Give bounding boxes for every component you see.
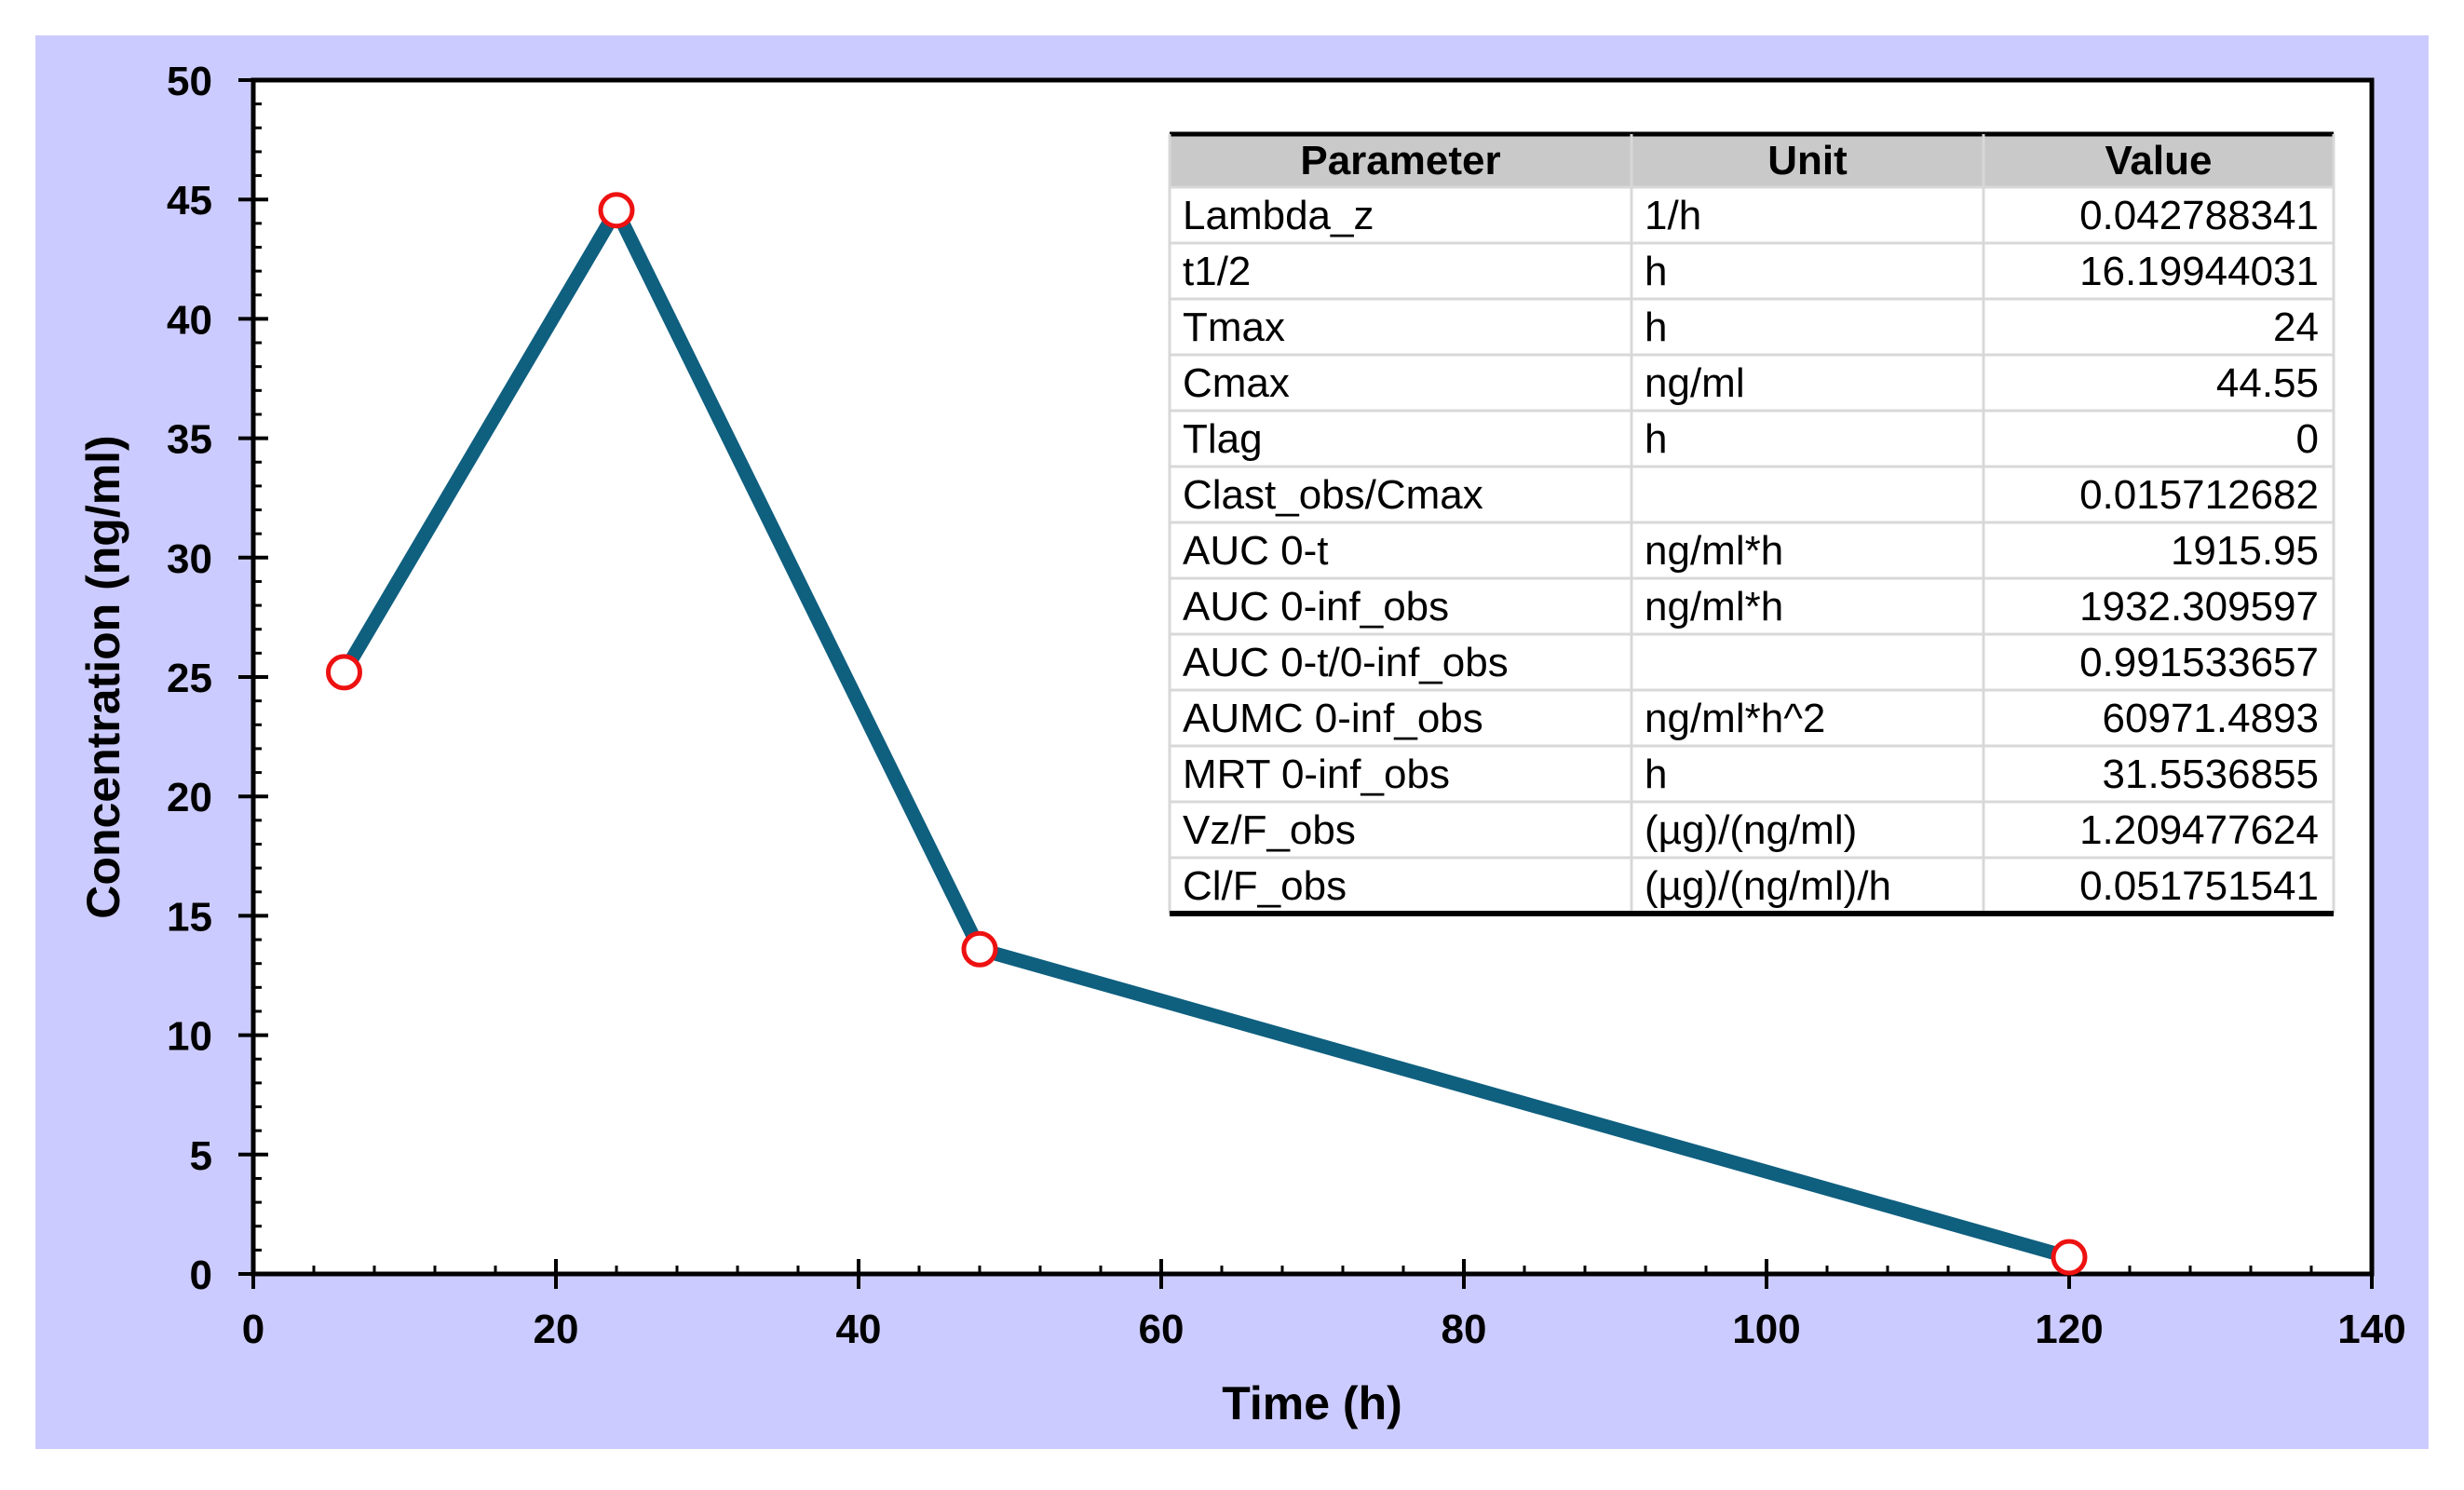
x-tick-label: 60 <box>1139 1307 1185 1352</box>
table-cell-unit: h <box>1645 416 1667 462</box>
table-cell-unit: 1/h <box>1645 193 1701 238</box>
table-cell-value: 0.991533657 <box>2079 640 2319 685</box>
table-cell-parameter: Lambda_z <box>1183 193 1374 238</box>
table-cell-value: 44.55 <box>2216 360 2319 406</box>
table-cell-unit: ng/ml*h <box>1645 528 1783 574</box>
data-point <box>2051 1239 2088 1276</box>
x-tick-label: 120 <box>2035 1307 2103 1352</box>
table-cell-value: 24 <box>2273 305 2319 350</box>
table-cell-parameter: Cl/F_obs <box>1183 863 1347 909</box>
y-tick-label: 0 <box>190 1253 212 1298</box>
x-tick-label: 0 <box>242 1307 264 1352</box>
data-point <box>961 930 998 968</box>
y-tick-label: 30 <box>167 536 212 582</box>
table-cell-parameter: AUMC 0-inf_obs <box>1183 696 1483 741</box>
y-tick-label: 35 <box>167 417 212 463</box>
table-cell-parameter: AUC 0-inf_obs <box>1183 584 1449 630</box>
x-tick-label: 100 <box>1732 1307 1800 1352</box>
y-tick-label: 5 <box>190 1133 212 1179</box>
table-cell-unit: ng/ml*h <box>1645 584 1783 630</box>
table-cell-value: 1.209477624 <box>2079 807 2319 853</box>
table-cell-parameter: t1/2 <box>1183 249 1251 294</box>
y-tick-label: 20 <box>167 775 212 820</box>
x-axis-label: Time (h) <box>1222 1377 1402 1429</box>
table-header-cell: Parameter <box>1300 138 1500 183</box>
y-tick-label: 40 <box>167 297 212 343</box>
table-cell-unit: ng/ml*h^2 <box>1645 696 1825 741</box>
table-cell-value: 1915.95 <box>2171 528 2319 574</box>
y-tick-label: 50 <box>167 59 212 104</box>
table-cell-parameter: AUC 0-t/0-inf_obs <box>1183 640 1509 685</box>
table-cell-unit: h <box>1645 249 1667 294</box>
table-cell-parameter: Tlag <box>1183 416 1263 462</box>
table-cell-unit: h <box>1645 305 1667 350</box>
table-cell-value: 31.5536855 <box>2103 752 2319 797</box>
table-header-cell: Value <box>2105 138 2213 183</box>
table-cell-unit: (µg)/(ng/ml)/h <box>1645 863 1891 909</box>
y-tick-label: 15 <box>167 894 212 940</box>
table-cell-value: 0 <box>2296 416 2319 462</box>
data-point <box>598 192 635 229</box>
table-cell-value: 60971.4893 <box>2103 696 2319 741</box>
table-cell-value: 0.051751541 <box>2079 863 2319 909</box>
table-cell-parameter: Cmax <box>1183 360 1290 406</box>
x-tick-label: 80 <box>1442 1307 1487 1352</box>
y-tick-label: 25 <box>167 656 212 701</box>
table-cell-value: 16.19944031 <box>2079 249 2319 294</box>
table-cell-value: 1932.309597 <box>2079 584 2319 630</box>
x-tick-label: 40 <box>836 1307 882 1352</box>
table-cell-value: 0.015712682 <box>2079 472 2319 518</box>
table-cell-parameter: Tmax <box>1183 305 1285 350</box>
x-tick-label: 20 <box>534 1307 579 1352</box>
table-cell-parameter: AUC 0-t <box>1183 528 1328 574</box>
y-axis-label: Concentration (ng/ml) <box>77 435 129 918</box>
table-header-row <box>1170 134 2334 187</box>
pk-parameter-table: Parameter Unit Value Lambda_z 1/h 0.042788341… <box>1168 131 2335 916</box>
y-tick-label: 45 <box>167 178 212 224</box>
table-cell-unit: (µg)/(ng/ml) <box>1645 807 1857 853</box>
table-cell-value: 0.042788341 <box>2079 193 2319 238</box>
table-header-cell: Unit <box>1767 138 1848 183</box>
x-tick-label: 140 <box>2337 1307 2405 1352</box>
data-point <box>326 654 362 691</box>
table-cell-parameter: Clast_obs/Cmax <box>1183 472 1483 518</box>
table-cell-unit: ng/ml <box>1645 360 1745 406</box>
table-cell-parameter: MRT 0-inf_obs <box>1183 752 1450 797</box>
table-cell-unit: h <box>1645 752 1667 797</box>
series-layer <box>326 192 2088 1276</box>
series-line <box>338 195 2072 1265</box>
y-tick-label: 10 <box>167 1014 212 1060</box>
table-cell-parameter: Vz/F_obs <box>1183 807 1356 853</box>
axes: 0 5 10 15 20 25 30 35 40 45 50 0 20 40 60 80 100 120 140 <box>167 59 2406 1352</box>
